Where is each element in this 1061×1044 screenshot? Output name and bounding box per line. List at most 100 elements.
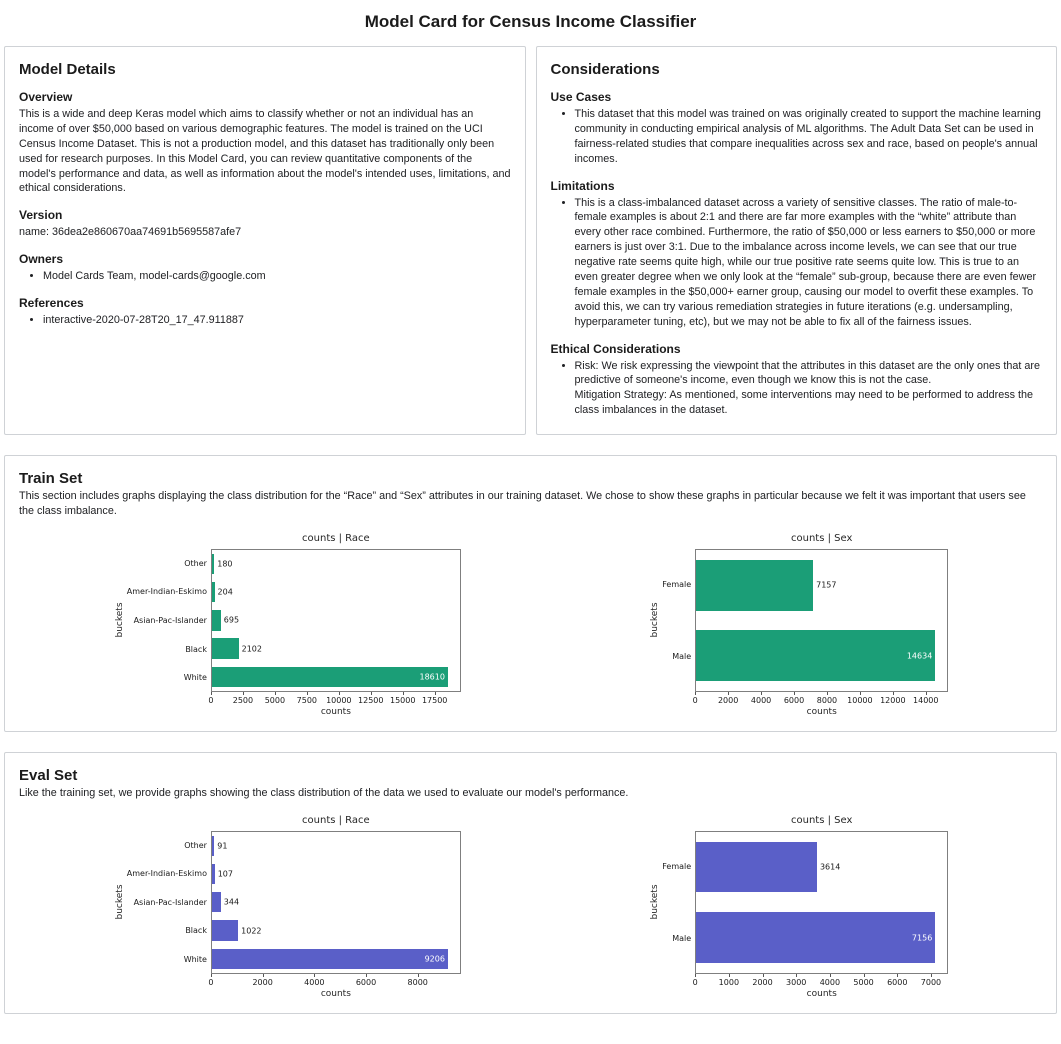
bar-row: 1022: [211, 916, 460, 944]
eval-set-charts-row: counts | Race buckets Other Amer-Indian-Esk…: [19, 815, 1042, 999]
chart-title: counts | Sex: [791, 532, 853, 544]
train-race-bar-chart: counts | Race buckets Other Amer-Indian-Esk…: [113, 533, 461, 717]
version-heading: Version: [19, 208, 63, 223]
y-tick-label: Male: [672, 933, 692, 943]
chart-title: counts | Race: [302, 814, 370, 826]
bar: [211, 638, 239, 659]
x-tick-labels: 0 2000 4000 6000 8000: [208, 973, 461, 988]
bar-value-label: 7156: [911, 933, 933, 943]
y-tick-label: Asian-Pac-Islander: [133, 615, 207, 625]
bar-row: 180: [211, 550, 460, 578]
y-tick-label: Asian-Pac-Islander: [133, 897, 207, 907]
y-tick-label: Male: [672, 651, 692, 661]
bar-value-label: 18610: [419, 672, 445, 682]
eval-sex-bar-chart: counts | Sex buckets Female Male 3614 7156 0 10…: [648, 814, 949, 999]
x-tick-label: 8000: [407, 977, 428, 987]
bar-row: 3614: [696, 832, 947, 903]
bar-row: 18610: [211, 663, 460, 691]
bar-row: 107: [211, 860, 460, 888]
train-set-heading: Train Set: [19, 470, 83, 488]
overview-text: This is a wide and deep Keras model whic…: [19, 108, 511, 195]
y-tick-label: Female: [662, 862, 692, 872]
limitations-list: This is a class-imbalanced dataset acros…: [551, 196, 1043, 330]
x-tick-labels: 0 2000 4000 6000 8000 10000 12000 14000: [693, 691, 948, 706]
bar: 18610: [211, 666, 448, 687]
bar: [211, 863, 215, 885]
bar-row: 204: [211, 578, 460, 606]
use-cases-heading: Use Cases: [550, 90, 612, 104]
x-tick-label: 5000: [264, 695, 286, 705]
plot-area: 3614 7156: [695, 830, 949, 974]
considerations-heading: Considerations: [550, 61, 660, 78]
eval-set-card: Eval Set Like the training set, we provi…: [4, 751, 1057, 1014]
x-axis-label: counts: [806, 706, 837, 717]
ethical-considerations-heading: Ethical Considerations: [550, 341, 681, 356]
x-tick-label: 4000: [750, 695, 772, 705]
x-tick-label: 0: [208, 695, 214, 705]
bar-value-label: 204: [217, 587, 233, 597]
overview-heading: Overview: [19, 90, 73, 104]
x-tick-label: 6000: [783, 695, 805, 705]
top-cards-row: Model Details Overview This is a wide an…: [4, 46, 1057, 436]
limitation-item: This is a class-imbalanced dataset acros…: [575, 196, 1043, 330]
x-tick-label: 8000: [816, 695, 838, 705]
x-tick-label: 0: [208, 977, 214, 987]
bar-value-label: 107: [217, 869, 233, 879]
version-value: name: 36dea2e860670aa74691b5695587afe7: [19, 226, 242, 239]
x-tick-labels: 0 2500 5000 7500 10000 12500 15000 17500: [208, 691, 461, 706]
x-tick-label: 12500: [358, 695, 384, 705]
x-tick-label: 5000: [853, 977, 874, 987]
owners-list: Model Cards Team, model-cards@google.com: [19, 269, 511, 284]
bar-row: 9206: [211, 945, 460, 973]
x-tick-label: 4000: [819, 977, 841, 987]
x-tick-label: 12000: [880, 695, 906, 705]
y-tick-label: Other: [184, 558, 207, 568]
bar: [211, 610, 221, 631]
y-tick-labels: Other Amer-Indian-Eskimo Asian-Pac-Islande…: [127, 549, 211, 692]
considerations-card: Considerations Use Cases This dataset th…: [535, 46, 1057, 436]
x-axis-label: counts: [320, 988, 351, 999]
references-list: interactive-2020-07-28T20_17_47.911887: [19, 313, 511, 328]
y-tick-label: Amer-Indian-Eskimo: [126, 869, 207, 879]
x-axis-label: counts: [806, 988, 837, 999]
owners-heading: Owners: [19, 252, 64, 267]
x-tick-label: 2000: [752, 977, 773, 987]
bar-value-label: 9206: [424, 954, 445, 964]
plot-area: 7157 14634: [695, 548, 949, 692]
train-set-charts-row: counts | Race buckets Other Amer-Indian-Esk…: [19, 533, 1042, 717]
y-axis-label: buckets: [114, 602, 125, 638]
x-tick-label: 17500: [421, 695, 448, 705]
x-tick-label: 2000: [252, 977, 273, 987]
ethical-considerations-list: Risk: We risk expressing the viewpoint t…: [551, 359, 1043, 419]
bar-row: 344: [211, 888, 460, 916]
plot-area: 91 107 344 1022 9206: [210, 830, 461, 974]
plot-area: 180 204 695 2102 18610: [210, 548, 461, 692]
y-tick-label: Black: [185, 644, 207, 654]
model-details-card: Model Details Overview This is a wide an…: [4, 46, 526, 436]
y-tick-label: Amer-Indian-Eskimo: [126, 587, 207, 597]
page-title: Model Card for Census Income Classifier: [364, 12, 697, 31]
y-tick-label: Other: [184, 840, 207, 850]
x-tick-label: 15000: [389, 695, 416, 705]
y-tick-label: White: [183, 954, 207, 964]
reference-item: interactive-2020-07-28T20_17_47.911887: [43, 313, 511, 328]
bar-row: 2102: [211, 635, 460, 663]
bar: [211, 892, 221, 913]
chart-title: counts | Sex: [791, 814, 853, 826]
bar-value-label: 695: [223, 615, 240, 625]
x-tick-label: 2000: [717, 695, 739, 705]
x-tick-label: 14000: [913, 695, 939, 705]
bar-value-label: 344: [223, 897, 240, 907]
bar: 7156: [696, 912, 936, 963]
bar: 14634: [696, 630, 936, 682]
bar-row: 91: [211, 832, 460, 860]
use-case-item: This dataset that this model was trained…: [575, 107, 1043, 167]
x-tick-labels: 0 1000 2000 3000 4000 5000 6000 7000: [693, 973, 948, 988]
bar: [696, 841, 817, 893]
bar: 9206: [211, 948, 448, 969]
bar-value-label: 3614: [819, 862, 841, 872]
train-set-card: Train Set This section includes graphs d…: [4, 455, 1057, 732]
bar-row: 14634: [696, 620, 947, 691]
x-tick-label: 7000: [920, 977, 942, 987]
